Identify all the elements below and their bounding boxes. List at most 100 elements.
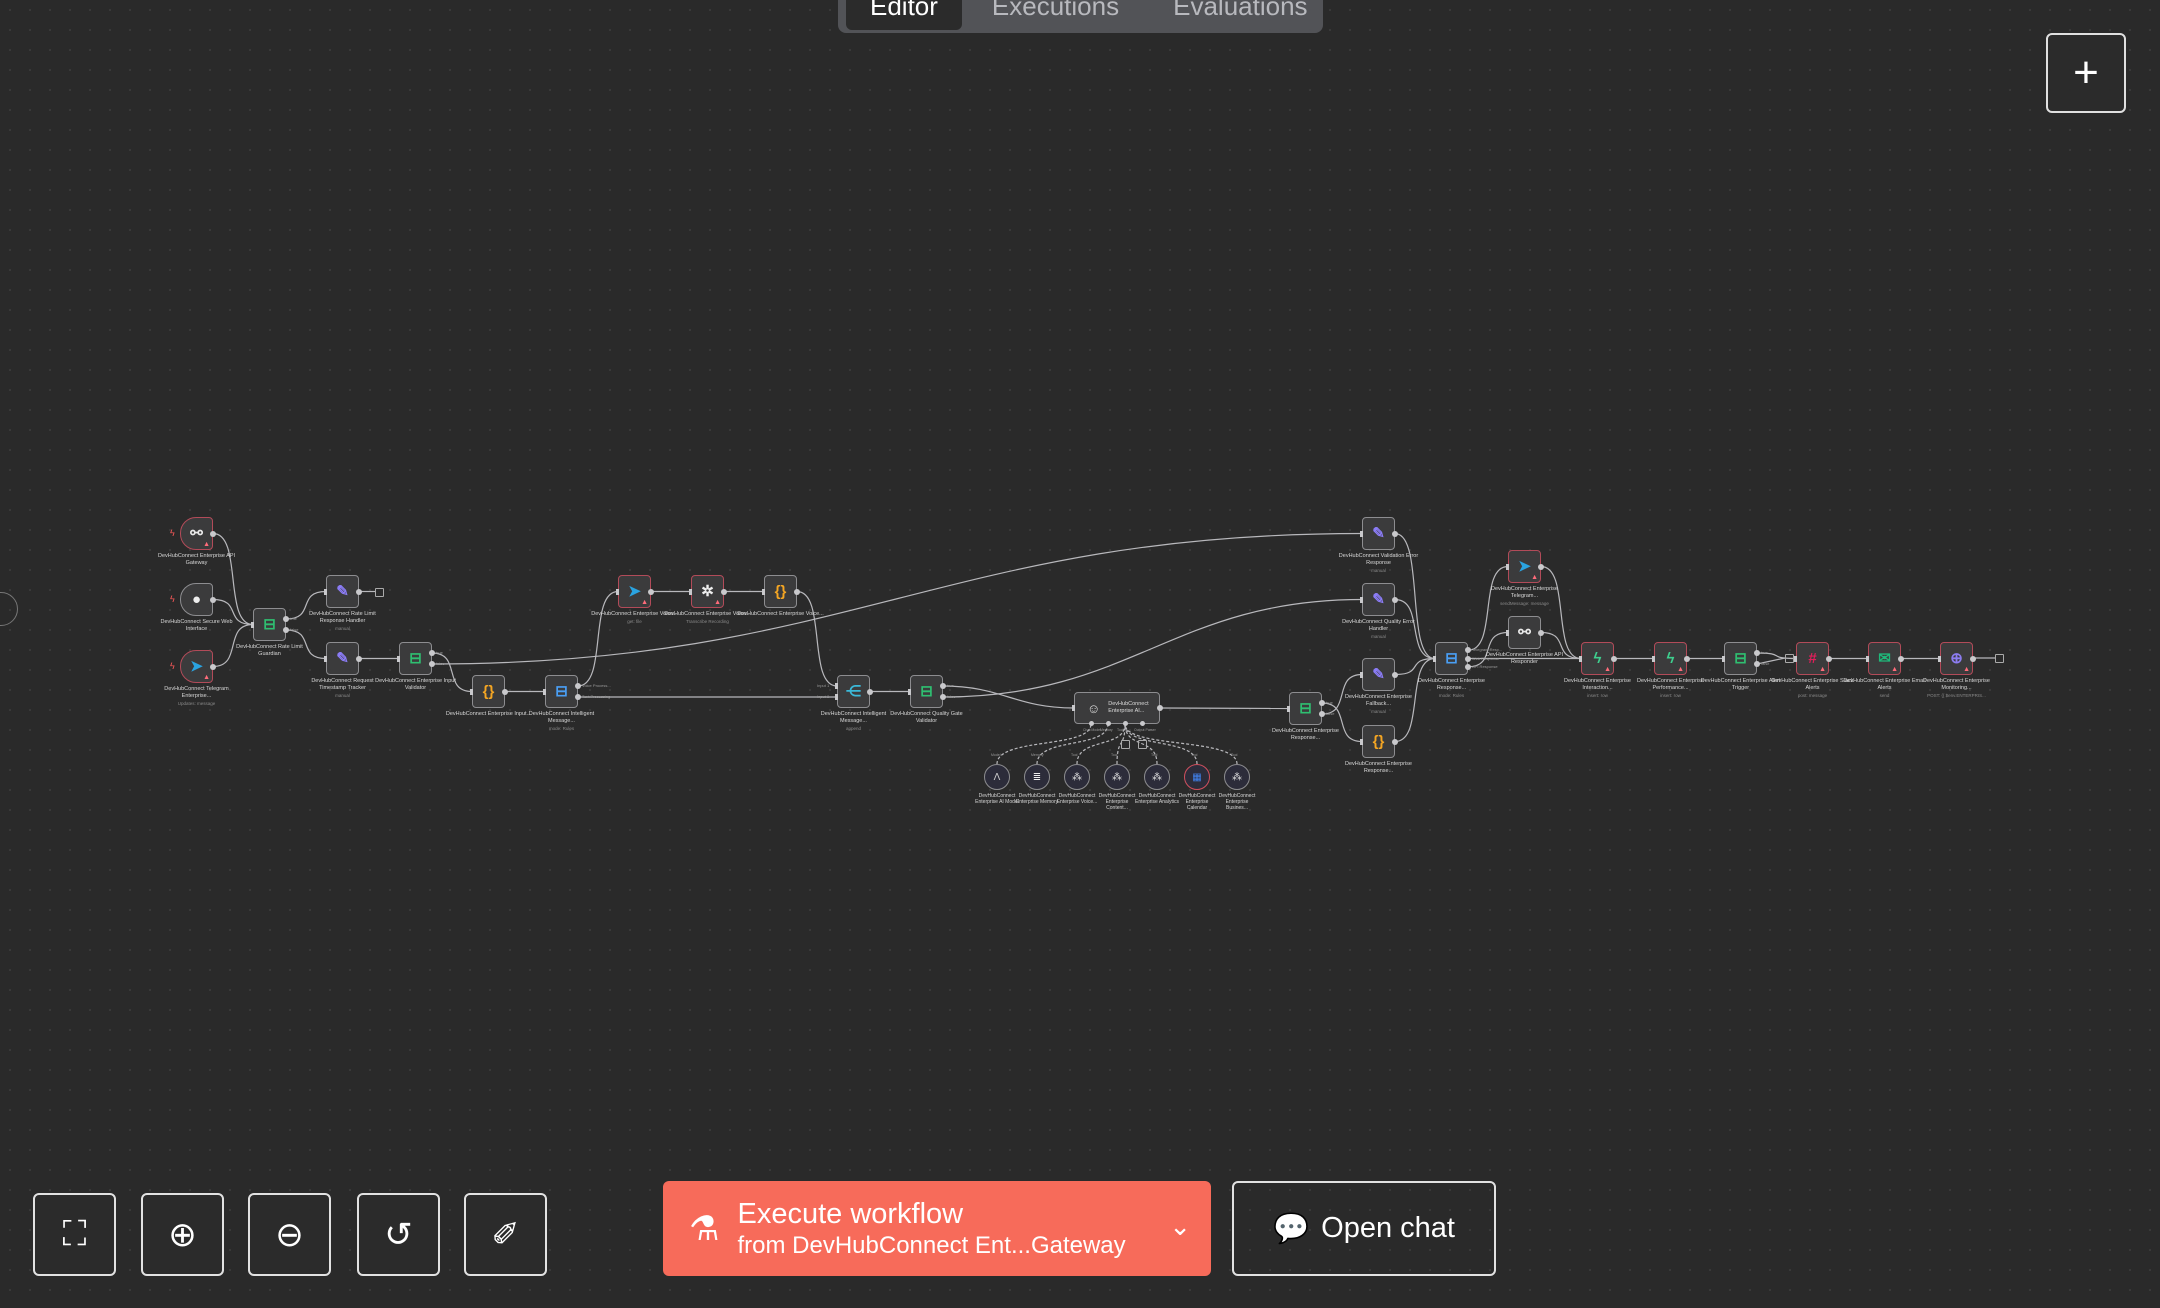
- node-voice-code[interactable]: {}: [764, 575, 797, 608]
- node-rate-response[interactable]: ✎: [326, 575, 359, 608]
- output-port[interactable]: [502, 688, 508, 695]
- output-port[interactable]: [1465, 655, 1471, 662]
- sub-node[interactable]: ⁂: [1144, 764, 1170, 790]
- zoom-out-button[interactable]: ⊖: [248, 1193, 331, 1276]
- output-port[interactable]: [1392, 530, 1398, 537]
- add-next-node-plus-icon[interactable]: [1785, 654, 1794, 663]
- reset-zoom-button[interactable]: ↺: [357, 1193, 440, 1276]
- tab-evaluations[interactable]: Evaluations: [1173, 0, 1308, 21]
- tidy-up-button[interactable]: ✐: [464, 1193, 547, 1276]
- input-port[interactable]: [1360, 596, 1363, 603]
- output-port[interactable]: [1970, 655, 1976, 662]
- output-port[interactable]: [1826, 655, 1832, 662]
- input-port[interactable]: [835, 694, 838, 700]
- input-port[interactable]: [1360, 530, 1363, 537]
- add-tool-plus-icon[interactable]: [1121, 740, 1130, 749]
- input-port[interactable]: [1360, 738, 1363, 745]
- node-response-code[interactable]: {}: [1362, 725, 1395, 758]
- node-validation-error[interactable]: ✎: [1362, 517, 1395, 550]
- node-interaction[interactable]: ϟ ▲: [1581, 642, 1614, 675]
- fit-view-button[interactable]: ⛶: [33, 1193, 116, 1276]
- node-rate-guardian[interactable]: ⊟: [253, 608, 286, 641]
- output-port[interactable]: [648, 588, 654, 595]
- output-port[interactable]: [1465, 647, 1471, 654]
- add-next-node-plus-icon[interactable]: [375, 588, 384, 597]
- input-port[interactable]: [1287, 705, 1290, 712]
- node-response-if[interactable]: ⊟: [1289, 692, 1322, 725]
- input-port[interactable]: [1722, 655, 1725, 662]
- input-port[interactable]: [1506, 629, 1509, 636]
- node-fallback[interactable]: ✎: [1362, 658, 1395, 691]
- output-port[interactable]: [356, 655, 362, 662]
- agent-port[interactable]: [1105, 721, 1111, 726]
- output-port[interactable]: [1392, 738, 1398, 745]
- node-msg-switch[interactable]: ⊟: [545, 675, 578, 708]
- output-port[interactable]: [575, 694, 581, 700]
- input-port[interactable]: [1794, 655, 1797, 662]
- input-port[interactable]: [616, 588, 619, 595]
- output-port[interactable]: [210, 663, 216, 670]
- output-port[interactable]: [1319, 700, 1325, 706]
- node-voice-transcribe[interactable]: ✲ ▲: [691, 575, 724, 608]
- node-alert-trigger[interactable]: ⊟: [1724, 642, 1757, 675]
- output-port[interactable]: [794, 588, 800, 595]
- node-slack[interactable]: # ▲: [1796, 642, 1829, 675]
- output-port[interactable]: [1538, 629, 1544, 636]
- agent-port[interactable]: [1088, 721, 1094, 726]
- node-enterprise-input[interactable]: {}: [472, 675, 505, 708]
- input-port[interactable]: [543, 688, 546, 695]
- node-email[interactable]: ✉ ▲: [1868, 642, 1901, 675]
- output-port[interactable]: [283, 616, 289, 622]
- node-api-responder[interactable]: ⚯: [1508, 616, 1541, 649]
- node-ai-agent[interactable]: ☺ DevHubConnect Enterprise AI...: [1074, 692, 1160, 724]
- input-port[interactable]: [689, 588, 692, 595]
- input-port[interactable]: [324, 655, 327, 662]
- input-port[interactable]: [762, 588, 765, 595]
- node-merge[interactable]: ⋲: [837, 675, 870, 708]
- input-port[interactable]: [908, 688, 911, 695]
- input-port[interactable]: [1506, 563, 1509, 570]
- output-port[interactable]: [283, 627, 289, 633]
- sub-node[interactable]: Λ: [984, 764, 1010, 790]
- node-input-validator[interactable]: ⊟: [399, 642, 432, 675]
- node-telegram-send[interactable]: ➤ ▲: [1508, 550, 1541, 583]
- output-port[interactable]: [1754, 650, 1760, 656]
- execute-workflow-button[interactable]: ⚗ Execute workflow from DevHubConnect En…: [663, 1181, 1211, 1276]
- sub-node[interactable]: ⁂: [1064, 764, 1090, 790]
- input-port[interactable]: [1433, 655, 1436, 662]
- output-port[interactable]: [210, 596, 216, 603]
- output-port[interactable]: [1157, 705, 1163, 711]
- input-port[interactable]: [251, 621, 254, 628]
- chevron-down-icon[interactable]: ⌄: [1169, 1211, 1191, 1241]
- output-port[interactable]: [1611, 655, 1617, 662]
- node-quality-gate[interactable]: ⊟: [910, 675, 943, 708]
- tab-editor[interactable]: Editor: [846, 0, 962, 30]
- sub-node[interactable]: ⁂: [1224, 764, 1250, 790]
- output-port[interactable]: [210, 530, 216, 537]
- node-telegram-trigger[interactable]: ➤ ▲ ϟ: [170, 650, 213, 683]
- output-port[interactable]: [575, 683, 581, 689]
- add-parser-plus-icon[interactable]: [1138, 740, 1147, 749]
- output-port[interactable]: [429, 650, 435, 656]
- zoom-in-button[interactable]: ⊕: [141, 1193, 224, 1276]
- input-port[interactable]: [1579, 655, 1582, 662]
- node-response-switch[interactable]: ⊟: [1435, 642, 1468, 675]
- output-port[interactable]: [1319, 711, 1325, 717]
- output-port[interactable]: [1392, 596, 1398, 603]
- input-port[interactable]: [397, 655, 400, 662]
- node-api-gateway[interactable]: ⚯ ▲ ϟ: [170, 517, 213, 550]
- agent-port[interactable]: [1139, 721, 1145, 726]
- input-port[interactable]: [1072, 705, 1075, 711]
- open-chat-button[interactable]: 💬 Open chat: [1232, 1181, 1496, 1276]
- node-performance[interactable]: ϟ ▲: [1654, 642, 1687, 675]
- tab-executions[interactable]: Executions: [991, 0, 1120, 21]
- input-port[interactable]: [1938, 655, 1941, 662]
- output-port[interactable]: [429, 661, 435, 667]
- output-port[interactable]: [721, 588, 727, 595]
- output-port[interactable]: [1684, 655, 1690, 662]
- input-port[interactable]: [1360, 671, 1363, 678]
- input-port[interactable]: [324, 588, 327, 595]
- sub-node[interactable]: ⁂: [1104, 764, 1130, 790]
- output-port[interactable]: [1538, 563, 1544, 570]
- output-port[interactable]: [1392, 671, 1398, 678]
